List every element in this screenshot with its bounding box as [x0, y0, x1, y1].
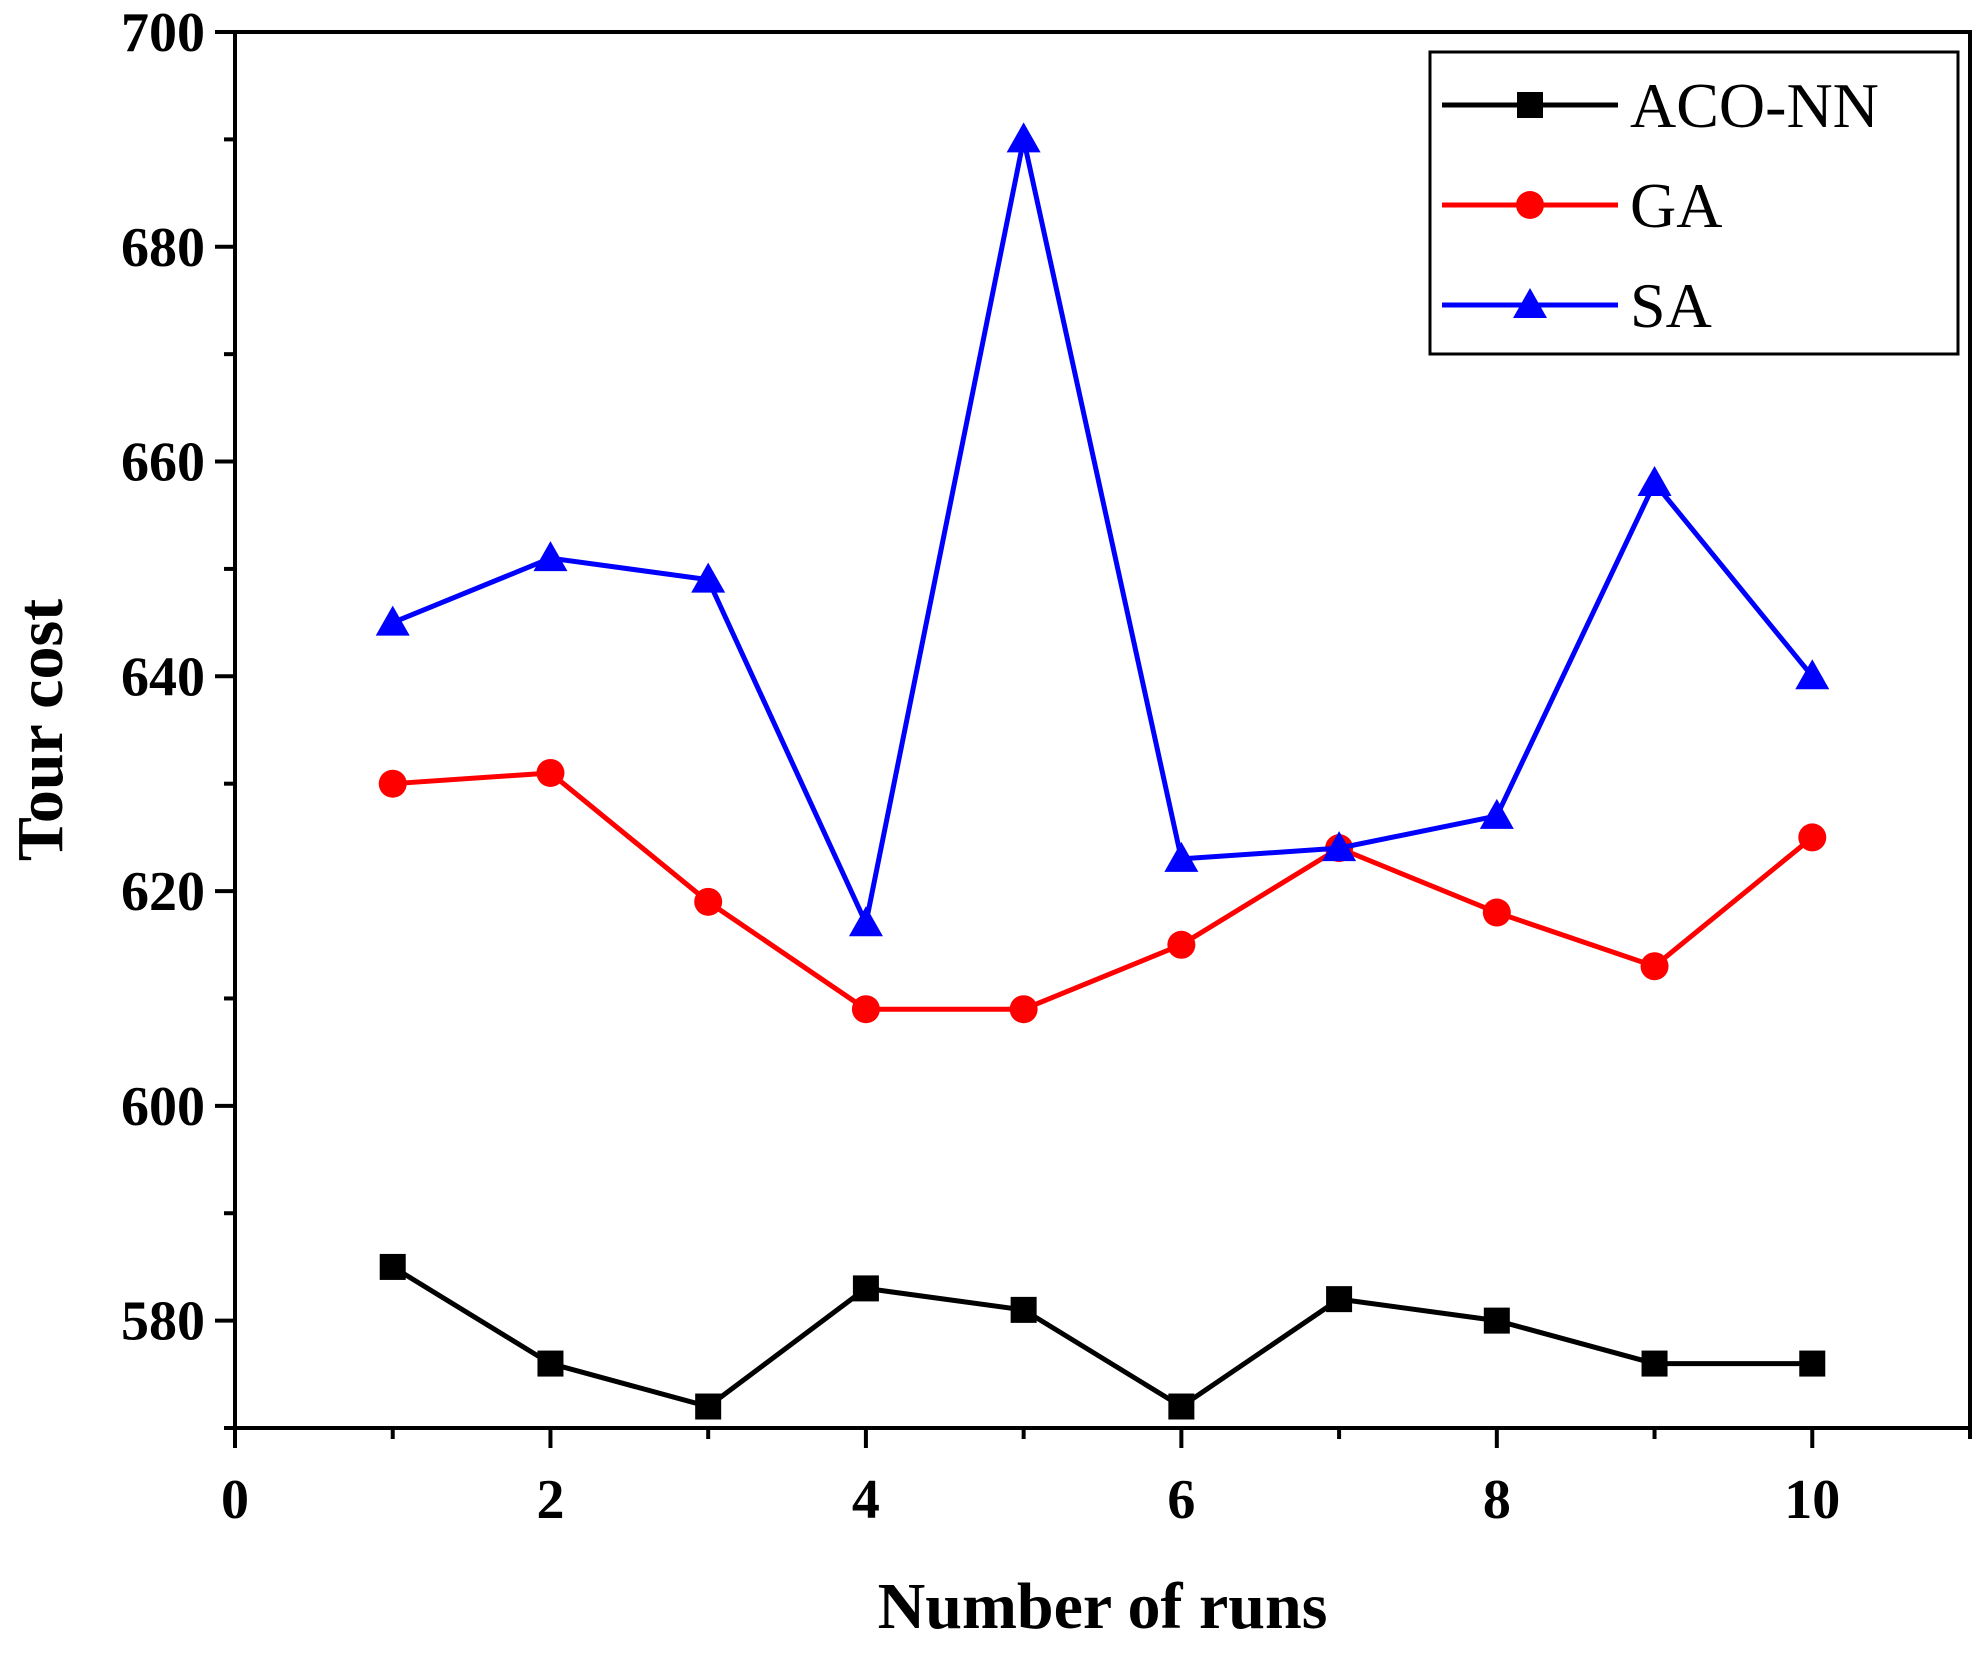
data-point-ga [1798, 823, 1827, 852]
legend-marker [1516, 191, 1544, 219]
data-point-sa [1164, 841, 1199, 872]
legend-marker [1517, 92, 1543, 118]
data-point-ga [694, 887, 723, 916]
y-tick-label: 660 [121, 432, 205, 494]
data-point-sa [533, 541, 568, 572]
data-point-aco-nn [1641, 1350, 1668, 1377]
plot-frame [233, 30, 1972, 1430]
y-axis-title: Tour cost [4, 599, 77, 861]
x-tick-label: 0 [221, 1469, 249, 1531]
series-line-aco-nn [391, 1264, 1813, 1410]
data-point-sa [848, 906, 883, 937]
data-point-aco-nn [1799, 1350, 1826, 1377]
y-tick-label: 640 [121, 646, 205, 708]
series-line-ga [392, 770, 1814, 1012]
series-line-sa [391, 138, 1815, 932]
x-tick-label: 4 [852, 1469, 880, 1531]
series-aco-nn [379, 1253, 1826, 1420]
x-tick-label: 2 [536, 1469, 564, 1531]
data-point-sa [375, 605, 410, 636]
data-point-aco-nn [1168, 1393, 1195, 1420]
y-tick-label: 700 [121, 2, 205, 64]
series-ga [378, 758, 1827, 1024]
legend-label: GA [1630, 170, 1722, 241]
x-axis-title: Number of runs [878, 1570, 1328, 1643]
data-point-sa [1795, 659, 1830, 690]
y-tick-label: 600 [121, 1076, 205, 1138]
data-point-aco-nn [852, 1275, 879, 1302]
series-layer [375, 122, 1830, 1420]
series-sa [375, 122, 1830, 937]
data-point-ga [1167, 930, 1196, 959]
y-tick-label: 680 [121, 217, 205, 279]
legend-marker [1513, 288, 1547, 318]
legend-label: ACO-NN [1630, 70, 1879, 141]
x-tick-label: 8 [1483, 1469, 1511, 1531]
data-point-aco-nn [379, 1253, 406, 1280]
data-point-sa [691, 562, 726, 593]
data-point-sa [1006, 122, 1041, 153]
x-tick-label: 10 [1784, 1469, 1840, 1531]
y-tick-label: 620 [121, 861, 205, 923]
data-point-ga [1009, 995, 1038, 1024]
data-point-ga [536, 758, 565, 787]
data-point-ga [1640, 952, 1669, 981]
x-tick-label: 6 [1167, 1469, 1195, 1531]
data-point-ga [851, 995, 880, 1024]
legend: ACO-NN GA SA [1428, 50, 1960, 356]
y-tick-label: 580 [121, 1291, 205, 1353]
data-point-sa [1637, 466, 1672, 497]
data-point-aco-nn [1326, 1286, 1353, 1313]
data-point-ga [1482, 898, 1511, 927]
data-point-aco-nn [695, 1393, 722, 1420]
tick-layer: 0 2 4 6 8 10 580 600 620 640 660 680 700 [121, 2, 1972, 1531]
data-point-aco-nn [537, 1350, 564, 1377]
legend-label: SA [1630, 270, 1712, 341]
data-point-ga [378, 769, 407, 798]
data-point-aco-nn [1483, 1307, 1510, 1334]
data-point-aco-nn [1010, 1296, 1037, 1323]
data-point-sa [1479, 798, 1514, 829]
data-point-sa [1322, 831, 1357, 862]
